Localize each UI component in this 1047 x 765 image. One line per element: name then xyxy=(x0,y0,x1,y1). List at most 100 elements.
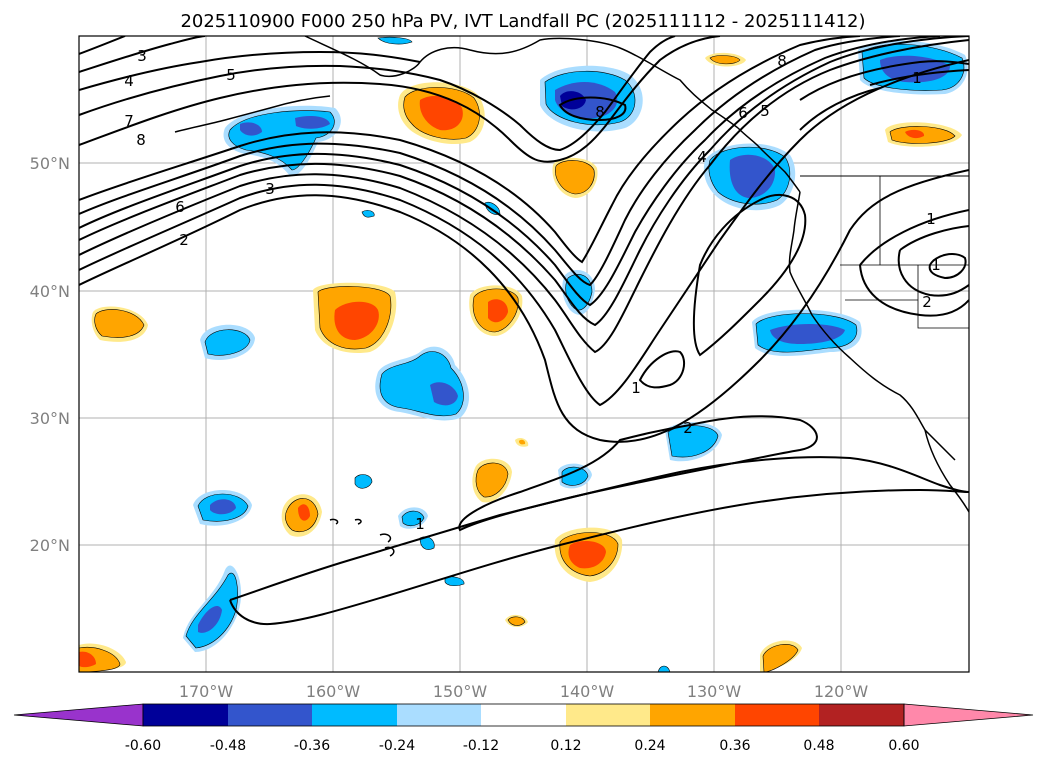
pv-contour-label: 3 xyxy=(265,180,275,198)
pv-contour-13 xyxy=(458,415,818,532)
colorbar-tick-label: 0.12 xyxy=(550,738,581,754)
colorbar-segment xyxy=(228,704,312,726)
colorbar-segment xyxy=(143,704,228,726)
map-frame xyxy=(78,35,970,673)
colorbar-segment xyxy=(481,704,566,726)
pv-contour-label: 3 xyxy=(137,47,147,65)
pv-contour-3 xyxy=(79,39,969,354)
colorbar-segment xyxy=(650,704,735,726)
bc-coast xyxy=(737,127,801,193)
map-panel: 3 4 5 7 8 6 2 3 8 8 5 6 4 1 1 1 2 2 1 1 xyxy=(78,35,970,673)
negative-anomaly-aleutians xyxy=(223,105,341,177)
pv-contour-label: 8 xyxy=(777,52,787,70)
pv-contour-label: 1 xyxy=(931,256,941,274)
negative-anomaly-central-pacific xyxy=(375,346,470,421)
pv-contour-23 xyxy=(558,96,627,122)
pv-contour-14 xyxy=(229,456,969,601)
positive-anomaly-midpacific-1 xyxy=(313,282,397,354)
colorbar-segment xyxy=(312,704,397,726)
pv-contour-label: 4 xyxy=(124,72,134,90)
colorbar-segment xyxy=(819,704,904,726)
pv-contour-8 xyxy=(79,36,721,163)
pv-contour-label: 5 xyxy=(760,102,770,120)
pv-contour-label: 1 xyxy=(926,210,936,228)
colorbar-extend-high xyxy=(903,703,1034,727)
pv-contour-label: 6 xyxy=(738,104,748,122)
pv-contour-label: 5 xyxy=(226,66,236,84)
pv-contour-17 xyxy=(692,194,807,357)
alaska-coast xyxy=(304,36,739,129)
pv-contour-label: 1 xyxy=(415,515,425,533)
pv-contour-19 xyxy=(899,225,969,251)
pv-contour-label: 8 xyxy=(136,131,146,149)
colorbar-tick-label: -0.24 xyxy=(379,738,415,754)
positive-anomaly-gulf xyxy=(398,82,485,145)
pv-contour-10 xyxy=(79,50,421,91)
colorbar-extend-low xyxy=(13,703,144,727)
negative-anomaly-pacific-northwest xyxy=(703,143,796,211)
negative-anomaly-hawaii-west xyxy=(183,565,242,652)
pv-contour-label: 2 xyxy=(683,419,693,437)
positive-anomaly-subtropical-4 xyxy=(554,527,623,582)
negative-anomaly-small-2 xyxy=(558,463,592,489)
lon-tick-label: 160°W xyxy=(306,682,361,701)
lon-tick-labels: 170°W 160°W 150°W 140°W 130°W 120°W xyxy=(179,682,869,701)
colorbar-outline xyxy=(142,703,905,727)
negative-anomaly-california xyxy=(752,309,862,356)
pv-contour-15 xyxy=(229,488,969,626)
colorbar-tick-label: -0.12 xyxy=(463,738,499,754)
positive-anomaly-midpacific-2 xyxy=(469,285,523,336)
pv-contour-16 xyxy=(638,350,686,389)
baja-coast xyxy=(924,429,969,513)
lat-tick-label: 40°N xyxy=(30,282,70,301)
pv-contour-7 xyxy=(79,36,861,264)
negative-anomaly-west-2 xyxy=(193,490,252,526)
lon-tick-label: 150°W xyxy=(433,682,488,701)
pv-contour-4 xyxy=(79,36,969,327)
colorbar-segment xyxy=(397,704,481,726)
pv-contour-label: 6 xyxy=(175,198,185,216)
hawaii-islands xyxy=(329,518,395,557)
positive-anomaly-subtropical-1 xyxy=(552,157,598,198)
lon-tick-label: 120°W xyxy=(814,682,869,701)
positive-anomaly-subtropical-3 xyxy=(281,494,322,537)
pv-contour-22 xyxy=(928,253,967,280)
lon-tick-label: 140°W xyxy=(560,682,615,701)
pc-anomaly-fills xyxy=(79,36,968,672)
pv-contour-label: 1 xyxy=(631,379,641,397)
lat-tick-label: 50°N xyxy=(30,154,70,173)
pv-contour-12 xyxy=(79,36,126,55)
colorbar-tick-label: -0.48 xyxy=(210,738,246,754)
pv-contour-label: 4 xyxy=(697,148,707,166)
pv-contour-label: 8 xyxy=(595,103,605,121)
pv-contour-label: 7 xyxy=(124,112,134,130)
pv-contour-label: 2 xyxy=(179,231,189,249)
lon-tick-label: 130°W xyxy=(687,682,742,701)
pv-contour-18 xyxy=(859,209,969,266)
pv-contour-1 xyxy=(79,169,969,443)
pv-contours xyxy=(79,36,969,626)
colorbar-tick-label: 0.48 xyxy=(803,738,834,754)
lat-tick-labels: 50°N 40°N 30°N 20°N xyxy=(30,154,70,555)
colorbar: -0.60 -0.48 -0.36 -0.24 -0.12 0.12 0.24 … xyxy=(13,703,1034,754)
colorbar-tick-label: 0.24 xyxy=(634,738,665,754)
positive-anomaly-subtropical-2 xyxy=(472,458,512,503)
colorbar-segment xyxy=(566,704,650,726)
map-title: 2025110900 F000 250 hPa PV, IVT Landfall… xyxy=(180,11,865,32)
colorbar-tick-label: -0.60 xyxy=(125,738,161,754)
negative-anomaly-small-3 xyxy=(398,507,435,550)
pv-contour-2 xyxy=(79,59,969,407)
coastlines xyxy=(174,36,969,557)
pv-contour-11 xyxy=(79,36,206,73)
colorbar-tick-label: 0.36 xyxy=(719,738,750,754)
aleutian-islands xyxy=(174,95,331,133)
pv-contour-6 xyxy=(79,36,901,287)
colorbar-tick-label: -0.36 xyxy=(294,738,330,754)
pv-contour-label: 2 xyxy=(922,293,932,311)
pv-contour-20 xyxy=(859,264,969,317)
negative-anomaly-west-1 xyxy=(200,324,255,360)
pv-contour-24 xyxy=(799,60,969,101)
us-west-coast xyxy=(788,191,956,461)
pv-contour-26 xyxy=(799,87,881,131)
